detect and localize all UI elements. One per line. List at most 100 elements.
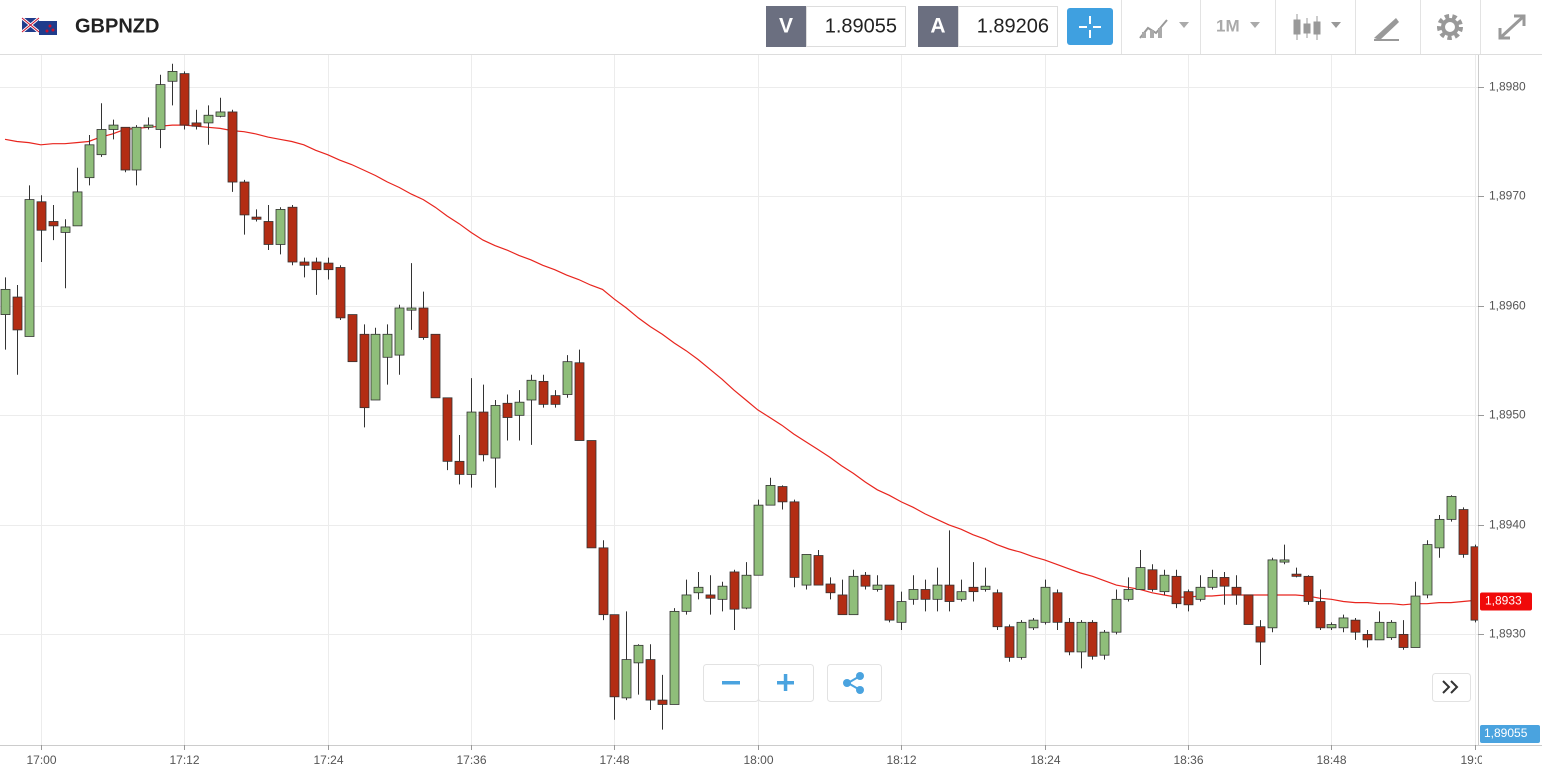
- candle-body: [621, 659, 632, 699]
- timeframe-button[interactable]: 1M: [1216, 16, 1260, 35]
- candle-body: [598, 547, 609, 616]
- chart-type-button[interactable]: [1293, 14, 1341, 40]
- y-tick-label: 1,8930: [1489, 627, 1526, 641]
- buy-button[interactable]: A 1.89206: [918, 6, 1058, 47]
- y-tick-label: 1,8980: [1489, 80, 1526, 94]
- candle-body: [108, 124, 119, 130]
- flag-icon: [21, 16, 57, 35]
- fullscreen-button[interactable]: [1498, 14, 1526, 40]
- candle-body: [932, 584, 943, 600]
- candle-body: [1111, 598, 1122, 633]
- candle-body: [872, 584, 883, 590]
- candle-body: [72, 191, 83, 227]
- x-tick-label: 18:24: [1030, 753, 1060, 767]
- drawing-button[interactable]: [1374, 18, 1399, 41]
- candle-body: [992, 592, 1003, 628]
- y-tick-label: 1,8970: [1489, 189, 1526, 203]
- candle-body: [418, 307, 429, 338]
- candle-body: [215, 111, 226, 117]
- candle-body: [1326, 624, 1337, 629]
- candle-body: [538, 380, 549, 405]
- candle-body: [1267, 559, 1278, 629]
- candle-body: [633, 644, 644, 664]
- candle-body: [526, 379, 537, 401]
- candle-body: [956, 591, 967, 600]
- scroll-latest-button[interactable]: [1432, 673, 1471, 702]
- candle-body: [179, 73, 190, 126]
- candle-body: [131, 126, 142, 171]
- candle-body: [1016, 621, 1027, 658]
- last-price-label: 1,8933: [1485, 594, 1522, 608]
- crosshair-button[interactable]: [1067, 8, 1113, 45]
- x-tick-label: 17:00: [26, 753, 56, 767]
- x-tick-label: 17:24: [313, 753, 343, 767]
- candle-body: [36, 201, 47, 231]
- candle-body: [1004, 626, 1015, 658]
- candle-body: [155, 84, 166, 130]
- candle-body: [1303, 575, 1314, 602]
- candle-body: [1470, 546, 1478, 621]
- candle-body: [359, 333, 370, 409]
- grid: [0, 55, 1478, 745]
- candle-body: [239, 181, 250, 216]
- candle-body: [813, 555, 824, 586]
- candle-body: [1374, 621, 1385, 641]
- candle-body: [454, 460, 465, 475]
- candle-body: [335, 267, 346, 319]
- candle-body: [84, 144, 95, 179]
- candle-body: [562, 361, 573, 395]
- candle-body: [1064, 621, 1075, 653]
- candle-body: [502, 402, 513, 418]
- candle-body: [681, 594, 692, 612]
- candle-body: [12, 296, 23, 331]
- y-axis: 1,8930 1,8940 1,8950 1,8960 1,8970 1,8980 1,89…: [1478, 80, 1540, 743]
- candle-body: [1159, 574, 1170, 593]
- candle-body: [120, 126, 131, 171]
- timeframe: 1M: [1216, 16, 1240, 35]
- candle-body: [251, 216, 262, 220]
- candle-body: [884, 584, 895, 621]
- buy-price: 1.89206: [977, 15, 1049, 37]
- zoom-in-button[interactable]: [758, 664, 814, 702]
- toolbar-separators: [1121, 0, 1481, 54]
- candle-body: [406, 307, 417, 311]
- candle-body: [657, 699, 668, 705]
- candle-body: [1446, 495, 1457, 520]
- candle-body: [1255, 626, 1266, 643]
- candle-body: [896, 601, 907, 623]
- candle-body: [1422, 544, 1433, 596]
- candle-body: [1076, 621, 1087, 653]
- candle-body: [1386, 621, 1397, 639]
- candle-body: [1040, 586, 1051, 623]
- candle-body: [323, 262, 334, 271]
- x-tick-label: 17:36: [456, 753, 486, 767]
- candle-body: [908, 589, 919, 600]
- sell-label: V: [779, 15, 793, 38]
- candle-body: [574, 362, 585, 441]
- candle-body: [1350, 619, 1361, 633]
- sell-price: 1.89055: [825, 15, 897, 37]
- candle-body: [370, 333, 381, 401]
- candle-body: [1279, 559, 1290, 563]
- candle-body: [765, 485, 776, 506]
- candle-body: [382, 333, 393, 358]
- candle-body: [1171, 575, 1182, 605]
- candle-body: [466, 411, 477, 475]
- candle-body: [741, 574, 752, 609]
- candle-body: [717, 585, 728, 600]
- sell-button[interactable]: V 1.89055: [766, 6, 906, 47]
- candle-body: [920, 589, 931, 600]
- candle-body: [777, 486, 788, 503]
- candle-body: [287, 206, 298, 263]
- candle-body: [1231, 586, 1242, 596]
- candle-body: [478, 411, 489, 456]
- settings-button[interactable]: [1437, 14, 1463, 40]
- zoom-out-button[interactable]: [703, 664, 759, 702]
- share-button[interactable]: [827, 664, 882, 702]
- indicators-button[interactable]: [1139, 19, 1189, 39]
- candle-body: [1135, 567, 1146, 590]
- candle-body: [1087, 621, 1098, 657]
- candle-body: [1338, 617, 1349, 629]
- candle-body: [1028, 619, 1039, 629]
